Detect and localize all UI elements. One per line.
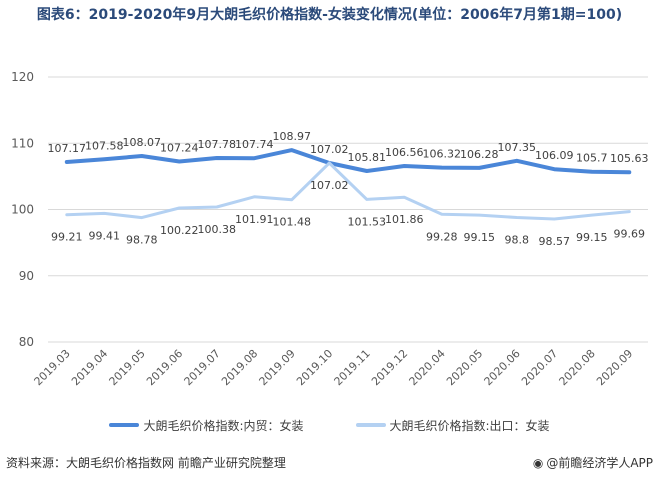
- y-tick-label: 120: [11, 70, 34, 84]
- y-tick-label: 100: [11, 203, 34, 217]
- x-tick-label: 2019.09: [257, 347, 298, 388]
- x-tick-label: 2020.04: [407, 347, 448, 388]
- data-label-series-0: 106.28: [460, 148, 499, 161]
- data-label-series-1: 100.38: [198, 223, 237, 236]
- x-tick-label: 2019.04: [69, 347, 110, 388]
- x-tick-label: 2020.09: [594, 347, 635, 388]
- x-tick-label: 2019.07: [182, 347, 223, 388]
- x-tick-label: 2020.07: [519, 347, 560, 388]
- data-label-series-0: 107.24: [160, 142, 199, 155]
- x-tick-label: 2020.05: [444, 347, 485, 388]
- data-label-series-1: 101.53: [348, 215, 387, 228]
- legend-label-export: 大朗毛织价格指数:出口：女装: [389, 418, 550, 433]
- chart-title: 图表6：2019-2020年9月大朗毛织价格指数-女装变化情况(单位：2006年…: [36, 7, 623, 23]
- y-tick-label: 90: [19, 269, 34, 283]
- data-label-series-1: 98.8: [505, 233, 530, 246]
- legend-item-export: 大朗毛织价格指数:出口：女装: [355, 417, 550, 434]
- data-label-series-0: 107.58: [85, 139, 124, 152]
- data-label-series-1: 99.69: [614, 228, 646, 241]
- y-tick-label: 80: [19, 335, 34, 349]
- data-label-series-0: 108.07: [123, 136, 162, 149]
- data-label-series-1: 99.15: [576, 231, 608, 244]
- y-tick-label: 110: [11, 136, 34, 150]
- x-tick-label: 2019.12: [369, 347, 410, 388]
- data-label-series-0: 108.97: [273, 130, 312, 143]
- legend-label-domestic: 大朗毛织价格指数:内贸：女装: [143, 418, 304, 433]
- series-line-0: [64, 148, 632, 175]
- x-tick-label: 2019.10: [294, 347, 335, 388]
- data-label-series-1: 107.02: [310, 179, 349, 192]
- data-label-series-1: 99.15: [464, 231, 496, 244]
- data-label-series-0: 106.32: [423, 148, 462, 161]
- data-label-series-1: 100.22: [160, 224, 199, 237]
- data-label-series-1: 99.21: [51, 231, 83, 244]
- data-label-series-0: 106.09: [535, 149, 574, 162]
- weibo-icon: ◉: [532, 455, 544, 470]
- legend: 大朗毛织价格指数:内贸：女装 大朗毛织价格指数:出口：女装: [0, 415, 659, 435]
- data-label-series-0: 107.78: [198, 138, 237, 151]
- x-tick-label: 2019.05: [107, 347, 148, 388]
- data-label-series-0: 105.81: [348, 151, 387, 164]
- series-lines: [64, 148, 632, 221]
- data-label-series-0: 107.74: [235, 138, 274, 151]
- data-label-series-0: 107.02: [310, 143, 349, 156]
- x-axis-ticks: 2019.032019.042019.052019.062019.072019.…: [32, 347, 636, 388]
- data-label-series-0: 107.17: [48, 142, 87, 155]
- y-axis-ticks: 80 90 100 110 120: [11, 70, 34, 349]
- brand-credit: ◉ @前瞻经济学人APP: [533, 454, 653, 471]
- data-label-series-0: 107.35: [498, 141, 537, 154]
- x-tick-label: 2019.11: [332, 347, 373, 388]
- x-tick-label: 2019.03: [32, 347, 73, 388]
- series-line-1: [65, 161, 631, 221]
- x-tick-label: 2020.06: [482, 347, 523, 388]
- data-label-series-0: 106.56: [385, 146, 424, 159]
- data-label-series-1: 101.48: [273, 216, 312, 229]
- x-tick-label: 2019.06: [144, 347, 185, 388]
- data-labels: 107.17 107.58 108.07 107.24 107.78 107.74108.…: [48, 130, 649, 248]
- x-tick-label: 2020.08: [557, 347, 598, 388]
- legend-item-domestic: 大朗毛织价格指数:内贸：女装: [109, 417, 304, 434]
- data-label-series-0: 105.63: [610, 152, 649, 165]
- data-label-series-1: 101.91: [235, 213, 274, 226]
- legend-swatch-export: [355, 423, 386, 427]
- source-note: 资料来源：大朗毛织价格指数网 前瞻产业研究院整理: [6, 456, 286, 470]
- data-label-series-1: 98.78: [126, 234, 158, 247]
- gridlines: [48, 76, 648, 343]
- data-label-series-1: 98.57: [539, 235, 571, 248]
- brand-text: @前瞻经济学人APP: [546, 456, 653, 470]
- data-label-series-1: 99.41: [89, 229, 121, 242]
- data-label-series-1: 99.28: [426, 230, 458, 243]
- data-label-series-0: 105.7: [576, 152, 608, 165]
- data-label-series-1: 101.86: [385, 213, 424, 226]
- legend-swatch-domestic: [109, 423, 140, 427]
- x-tick-label: 2019.08: [219, 347, 260, 388]
